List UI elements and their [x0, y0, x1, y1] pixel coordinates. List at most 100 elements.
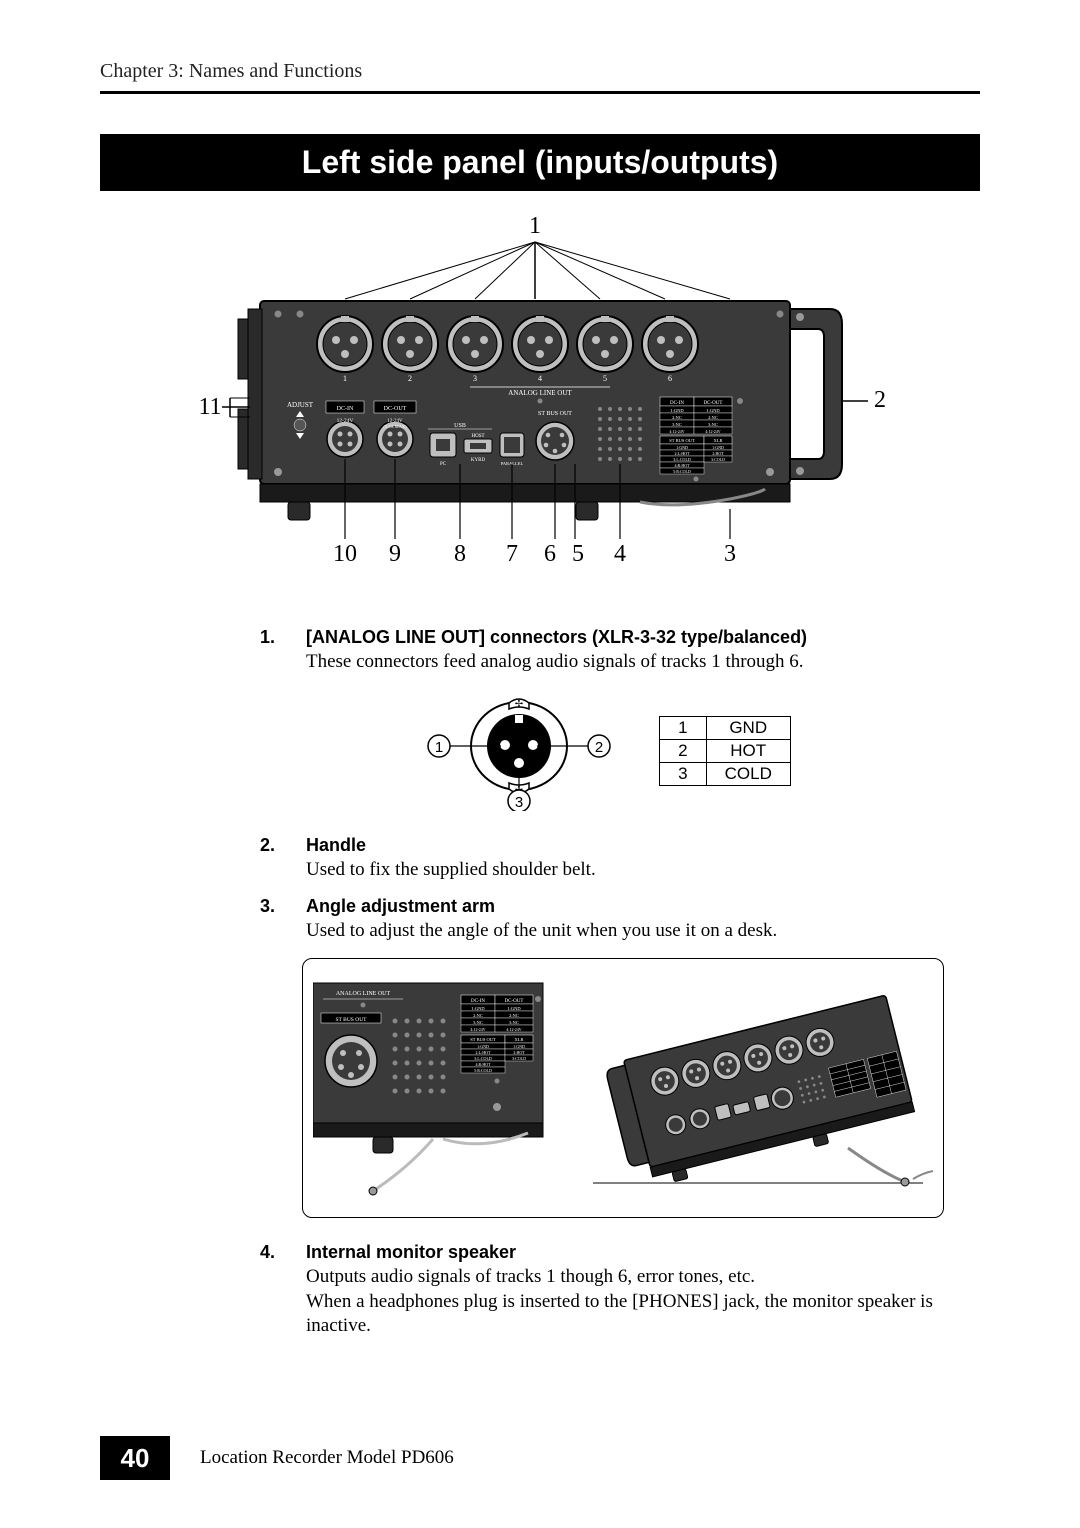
sec-body: These connectors feed analog audio signa… — [306, 650, 940, 675]
svg-text:3: 3 — [515, 794, 523, 811]
svg-text:4:R:HOT: 4:R:HOT — [674, 463, 690, 468]
svg-text:3:COLD: 3:COLD — [512, 1056, 526, 1061]
svg-text:PC: PC — [440, 462, 447, 467]
section-4: 4.Internal monitor speaker Outputs audio… — [260, 1242, 940, 1339]
svg-text:5:R:COLD: 5:R:COLD — [673, 469, 691, 474]
svg-text:DC-OUT: DC-OUT — [384, 406, 407, 412]
svg-text:✢: ✢ — [515, 699, 523, 710]
svg-text:DC-OUT: DC-OUT — [704, 401, 723, 406]
svg-text:4:12-24V: 4:12-24V — [705, 429, 720, 434]
svg-text:4:12-24V: 4:12-24V — [669, 429, 684, 434]
table-row: 1GND — [660, 716, 791, 739]
svg-text:1:GND: 1:GND — [676, 445, 688, 450]
svg-text:1: 1 — [343, 374, 347, 383]
sec-body: Used to adjust the angle of the unit whe… — [306, 919, 940, 944]
svg-text:1:GND: 1:GND — [513, 1044, 525, 1049]
svg-text:3:L:COLD: 3:L:COLD — [474, 1056, 492, 1061]
svg-text:HOST: HOST — [471, 434, 484, 439]
sec-body: Outputs audio signals of tracks 1 though… — [306, 1265, 940, 1339]
angle-left-diagram: ANALOG LINE OUT ST BUS OUT — [313, 973, 573, 1203]
sec-title-text: Angle adjustment arm — [306, 896, 495, 916]
svg-text:4:12-24V: 4:12-24V — [506, 1027, 521, 1032]
svg-text:8: 8 — [454, 541, 466, 567]
svg-text:3:NC: 3:NC — [672, 422, 682, 427]
sec-title-text: Handle — [306, 835, 366, 855]
svg-text:4:12-24V: 4:12-24V — [470, 1027, 485, 1032]
svg-text:2:NC: 2:NC — [473, 1013, 483, 1018]
xlr-pinout-row: ✢ ✢ 1 2 3 1GND 2HOT — [260, 691, 940, 811]
svg-text:KYBD: KYBD — [471, 458, 486, 463]
svg-text:6: 6 — [544, 541, 556, 567]
sec-num: 4. — [260, 1242, 306, 1263]
svg-text:2:NC: 2:NC — [708, 415, 718, 420]
sec-num: 1. — [260, 627, 306, 648]
pin-table: 1GND 2HOT 3COLD — [659, 716, 791, 786]
svg-text:(0.5A MAX): (0.5A MAX) — [383, 424, 407, 429]
svg-text:5: 5 — [603, 374, 607, 383]
svg-text:3: 3 — [724, 541, 736, 567]
svg-text:2:HOT: 2:HOT — [513, 1050, 525, 1055]
pin-legend-dc: DC-IN DC-OUT 1:GND 1:GND 2:NC 2:NC 3:NC … — [660, 397, 732, 434]
main-diagram-container: 1 — [100, 209, 980, 579]
svg-text:1: 1 — [435, 739, 443, 756]
svg-text:DC-IN: DC-IN — [337, 406, 354, 412]
header-rule — [100, 91, 980, 94]
svg-text:1:GND: 1:GND — [712, 445, 724, 450]
table-row: 2HOT — [660, 739, 791, 762]
svg-text:4: 4 — [614, 541, 626, 567]
svg-text:3:L:COLD: 3:L:COLD — [673, 457, 691, 462]
svg-text:2:L:HOT: 2:L:HOT — [675, 451, 690, 456]
svg-text:DC-IN: DC-IN — [471, 999, 485, 1004]
sec-num: 3. — [260, 896, 306, 917]
svg-text:ST BUS OUT: ST BUS OUT — [470, 1037, 496, 1042]
svg-text:XLR: XLR — [714, 438, 723, 443]
footer-text: Location Recorder Model PD606 — [200, 1447, 454, 1469]
svg-text:12-24V: 12-24V — [337, 418, 354, 424]
page-number: 40 — [100, 1436, 170, 1480]
svg-text:1:GND: 1:GND — [706, 408, 720, 413]
callout-1: 1 — [529, 213, 541, 239]
svg-text:DC-IN: DC-IN — [670, 401, 684, 406]
sec-body: Used to fix the supplied shoulder belt. — [306, 858, 940, 883]
svg-text:1:GND: 1:GND — [507, 1006, 521, 1011]
callout-2: 2 — [874, 387, 886, 413]
device-diagram: 1 — [170, 209, 910, 579]
chapter-header: Chapter 3: Names and Functions — [100, 60, 980, 83]
svg-text:1:GND: 1:GND — [670, 408, 684, 413]
svg-text:7: 7 — [506, 541, 518, 567]
sec-title-text: Internal monitor speaker — [306, 1242, 516, 1262]
footer: 40 Location Recorder Model PD606 — [100, 1436, 454, 1480]
callout-11: 11 — [198, 394, 221, 420]
svg-text:ST BUS OUT: ST BUS OUT — [335, 1017, 367, 1023]
svg-text:6: 6 — [668, 374, 672, 383]
svg-text:1:GND: 1:GND — [477, 1044, 489, 1049]
svg-text:4: 4 — [538, 374, 542, 383]
svg-text:10: 10 — [333, 541, 357, 567]
svg-text:2: 2 — [595, 739, 603, 756]
svg-text:9: 9 — [389, 541, 401, 567]
svg-text:5:R:COLD: 5:R:COLD — [474, 1068, 492, 1073]
svg-text:1:GND: 1:GND — [471, 1006, 485, 1011]
sec-num: 2. — [260, 835, 306, 856]
svg-text:3:NC: 3:NC — [473, 1020, 483, 1025]
analog-line-out-label: ANALOG LINE OUT — [508, 389, 572, 397]
svg-text:2:HOT: 2:HOT — [712, 451, 724, 456]
svg-text:2:NC: 2:NC — [509, 1013, 519, 1018]
svg-text:3: 3 — [473, 374, 477, 383]
svg-text:5: 5 — [572, 541, 584, 567]
svg-text:ST BUS OUT: ST BUS OUT — [538, 411, 572, 417]
svg-text:ANALOG LINE OUT: ANALOG LINE OUT — [336, 991, 391, 997]
angle-diagram-container: ANALOG LINE OUT ST BUS OUT — [306, 958, 940, 1218]
svg-text:3:NC: 3:NC — [509, 1020, 519, 1025]
svg-text:XLR: XLR — [515, 1037, 524, 1042]
svg-text:2:NC: 2:NC — [672, 415, 682, 420]
section-3: 3.Angle adjustment arm Used to adjust th… — [260, 896, 940, 944]
section-title-bar: Left side panel (inputs/outputs) — [100, 134, 980, 191]
section-2: 2.Handle Used to fix the supplied should… — [260, 835, 940, 883]
sec-title-text: [ANALOG LINE OUT] connectors (XLR-3-32 t… — [306, 627, 807, 647]
svg-text:2: 2 — [408, 374, 412, 383]
svg-text:4:R:HOT: 4:R:HOT — [475, 1062, 491, 1067]
svg-text:USB: USB — [454, 423, 466, 429]
table-row: 3COLD — [660, 762, 791, 785]
section-list: 1.[ANALOG LINE OUT] connectors (XLR-3-32… — [260, 627, 940, 1339]
